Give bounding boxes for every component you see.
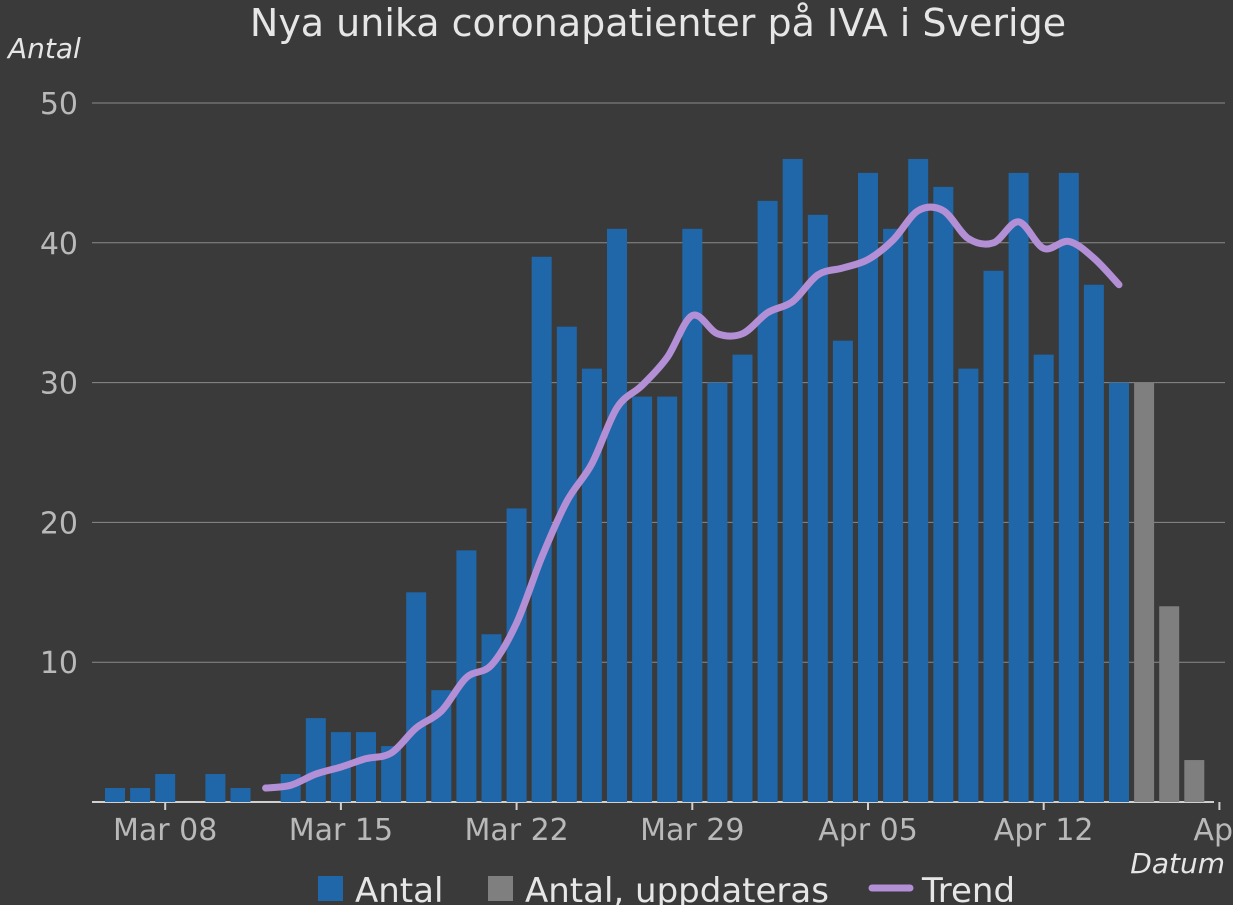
chart-title: Nya unika coronapatienter på IVA i Sveri… xyxy=(250,1,1066,45)
bar-antal xyxy=(707,382,728,802)
x-axis-label: Datum xyxy=(1130,847,1225,880)
legend-swatch xyxy=(318,876,343,901)
y-axis-label: Antal xyxy=(6,32,81,65)
bar-antal xyxy=(807,214,828,803)
bar-antal xyxy=(356,732,376,802)
x-tick-label: Mar 22 xyxy=(464,813,568,848)
bar-antal xyxy=(1033,354,1054,802)
bar-antal xyxy=(908,158,929,803)
y-tick-label: 50 xyxy=(40,87,78,122)
bar-antal xyxy=(481,634,502,802)
bar-antal xyxy=(130,788,151,802)
x-tick-label: Mar 15 xyxy=(289,813,393,848)
bar-antal xyxy=(958,368,979,802)
bar-antal xyxy=(1083,284,1104,802)
x-tick-label: Apr 12 xyxy=(994,813,1094,848)
bar-antal xyxy=(607,228,627,802)
bar-antal-uppdateras xyxy=(1184,760,1205,802)
y-tick-label: 10 xyxy=(40,646,78,681)
x-ticks: Mar 08 Mar 15 Mar 22 Mar 29 Apr 05 Apr 12 Apr xyxy=(113,802,1233,848)
bar-antal xyxy=(230,788,251,802)
bar-antal-uppdateras xyxy=(1134,382,1155,802)
bar-antal xyxy=(682,228,703,802)
bar-antal xyxy=(657,396,678,802)
x-tick-label: Apr xyxy=(1193,813,1233,848)
bar-antal xyxy=(556,326,577,802)
bar-antal xyxy=(1109,382,1129,802)
bar-antal xyxy=(1008,172,1029,802)
x-tick-label: Mar 08 xyxy=(113,813,217,848)
bar-antal xyxy=(155,774,176,802)
bar-antal xyxy=(506,508,527,802)
bar-antal xyxy=(406,592,427,802)
y-tick-label: 30 xyxy=(40,367,78,402)
bar-antal-uppdateras xyxy=(1159,606,1180,802)
y-tick-label: 20 xyxy=(40,506,78,541)
y-tick-label: 40 xyxy=(40,227,78,262)
bar-antal xyxy=(381,746,402,802)
legend-swatch xyxy=(488,876,513,901)
bar-antal xyxy=(732,354,753,802)
bar-antal xyxy=(105,788,125,802)
x-tick-label: Apr 05 xyxy=(818,813,918,848)
bar-antal xyxy=(1058,172,1079,802)
bars xyxy=(105,158,1205,803)
bar-antal xyxy=(581,368,602,802)
bar-antal xyxy=(983,270,1004,802)
bar-antal xyxy=(933,186,954,802)
bar-antal xyxy=(858,172,878,802)
bar-antal xyxy=(883,228,904,802)
legend: Antal Antal, uppdateras Trend xyxy=(318,871,1015,905)
bar-antal xyxy=(205,774,226,802)
trend-line-group xyxy=(262,203,1123,792)
bar-antal xyxy=(305,718,326,802)
legend-label: Trend xyxy=(921,871,1015,905)
bar-antal xyxy=(782,158,803,803)
trend-line xyxy=(262,203,1123,792)
bar-antal xyxy=(632,396,653,802)
legend-label: Antal xyxy=(355,871,443,905)
x-tick-label: Mar 29 xyxy=(640,813,744,848)
bar-antal xyxy=(757,200,778,803)
bar-antal xyxy=(832,340,853,802)
bar-antal xyxy=(531,256,552,802)
legend-label: Antal, uppdateras xyxy=(525,871,829,905)
